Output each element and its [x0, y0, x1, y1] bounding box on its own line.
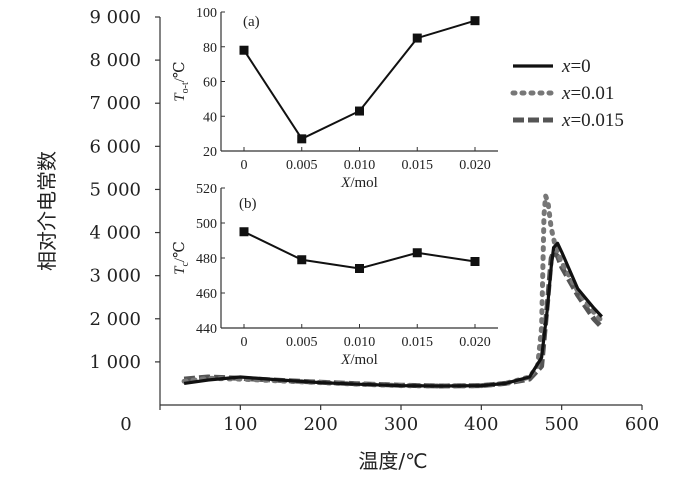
- inset-b-plot: 440 460 480 500 520 0 0.005 0.010 0.015 0.020 (b) X…: [172, 182, 498, 368]
- legend: x=0 x=0.01 x=0.015: [510, 56, 624, 131]
- x-axis-title: 温度/℃: [358, 449, 427, 473]
- inset-data-marker: [470, 257, 480, 266]
- inset-y-tick-label: 480: [196, 252, 217, 267]
- y-tick-label: 2 000: [89, 309, 141, 330]
- inset-y-tick-label: 40: [203, 110, 217, 125]
- y-axis-title: 相对介电常数: [35, 151, 59, 271]
- legend-label-0: x=0: [561, 56, 591, 77]
- inset-y-tick-label: 100: [196, 6, 217, 21]
- inset-data-marker: [355, 264, 364, 273]
- inset-panel-label: (b): [239, 196, 257, 212]
- inset-x-tick-label: 0: [241, 335, 248, 350]
- inset-x-tick-label: 0.005: [286, 158, 318, 173]
- inset-data-marker: [297, 134, 307, 144]
- y-tick-label: 8 000: [89, 50, 141, 71]
- inset-x-tick-label: 0.020: [459, 158, 491, 173]
- inset-x-tick-label: 0.010: [344, 158, 376, 173]
- inset-data-marker: [239, 45, 249, 55]
- inset-series-line: [243, 230, 476, 270]
- inset-data-marker: [470, 16, 480, 26]
- inset-a-plot: 20 40 60 80 100 0 0.005 0.010 0.015 0.020 (a) X/mol…: [172, 6, 498, 191]
- inset-y-tick-label: 80: [203, 41, 217, 56]
- series-line-1: [181, 193, 605, 389]
- inset-x-tick-label: 0.015: [402, 335, 434, 350]
- inset-y-tick-label: 20: [203, 145, 217, 160]
- y-tick-label: 3 000: [89, 266, 141, 287]
- inset-y-axis-title: To-t/℃: [172, 61, 191, 101]
- inset-panel-label: (a): [243, 14, 260, 30]
- inset-data-marker: [355, 106, 364, 116]
- y-tick-label: 6 000: [89, 136, 141, 157]
- legend-label-2: x=0.015: [561, 110, 624, 131]
- x-tick-label: 300: [384, 414, 418, 435]
- y-tick-label: 9 000: [89, 7, 141, 28]
- inset-data-marker: [239, 227, 249, 237]
- inset-x-tick-label: 0.005: [286, 335, 318, 350]
- x-tick-label: 600: [625, 414, 659, 435]
- inset-series-line: [243, 19, 476, 141]
- x-tick-label: 400: [464, 414, 498, 435]
- y-tick-label: 1 000: [89, 352, 141, 373]
- inset-x-tick-label: 0.020: [459, 335, 491, 350]
- y-tick-label: 4 000: [89, 223, 141, 244]
- inset-y-tick-label: 460: [196, 287, 217, 302]
- series-line-0: [183, 241, 603, 388]
- inset-x-tick-label: 0: [241, 158, 248, 173]
- inset-y-tick-label: 500: [196, 217, 217, 232]
- y-tick-label: 5 000: [89, 179, 141, 200]
- x-tick-label: 200: [303, 414, 337, 435]
- inset-data-marker: [297, 255, 307, 265]
- inset-y-tick-label: 440: [196, 322, 217, 337]
- x-tick-label: 0: [120, 414, 131, 435]
- inset-data-marker: [412, 33, 422, 43]
- inset-x-tick-label: 0.015: [402, 158, 434, 173]
- inset-x-tick-label: 0.010: [344, 335, 376, 350]
- y-tick-label: 7 000: [89, 93, 141, 114]
- inset-y-tick-label: 60: [203, 76, 217, 91]
- inset-y-tick-label: 520: [196, 182, 217, 197]
- inset-x-axis-title: X/mol: [340, 352, 378, 368]
- inset-data-marker: [412, 248, 422, 258]
- inset-y-axis-title: Tc/℃: [172, 241, 191, 275]
- x-tick-label: 500: [544, 414, 578, 435]
- inset-x-axis-title: X/mol: [340, 175, 378, 191]
- legend-label-1: x=0.01: [561, 83, 614, 104]
- x-tick-label: 100: [223, 414, 257, 435]
